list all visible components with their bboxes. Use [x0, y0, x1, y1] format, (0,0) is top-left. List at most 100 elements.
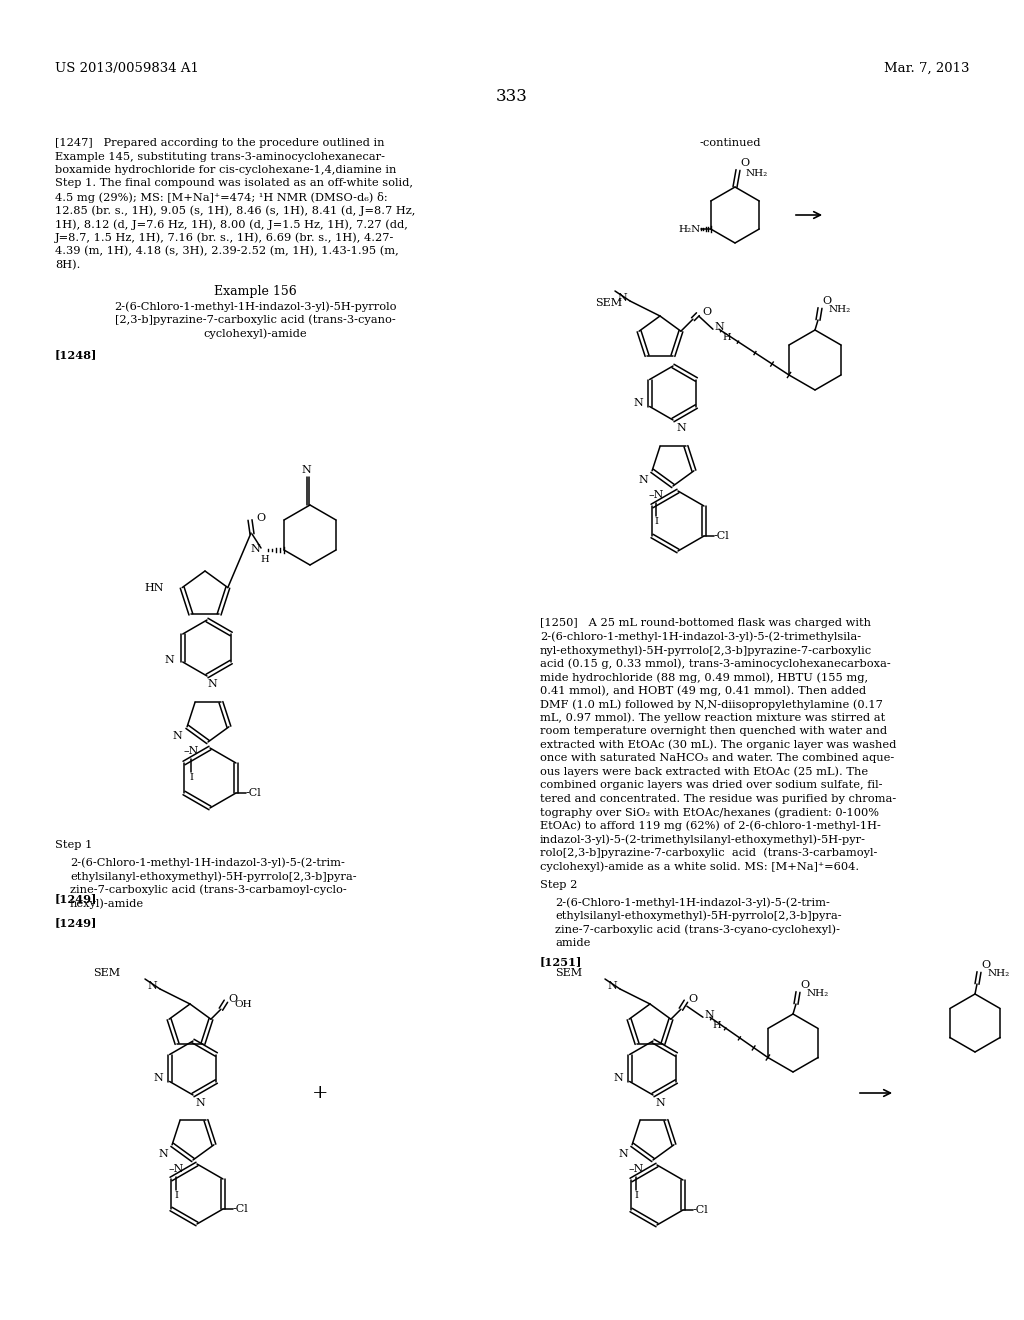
Text: O: O	[981, 960, 990, 970]
Text: [1250]   A 25 mL round-bottomed flask was charged with: [1250] A 25 mL round-bottomed flask was …	[540, 618, 871, 628]
Text: extracted with EtOAc (30 mL). The organic layer was washed: extracted with EtOAc (30 mL). The organi…	[540, 739, 896, 750]
Text: mL, 0.97 mmol). The yellow reaction mixture was stirred at: mL, 0.97 mmol). The yellow reaction mixt…	[540, 713, 886, 723]
Text: [1247]   Prepared according to the procedure outlined in: [1247] Prepared according to the procedu…	[55, 139, 384, 148]
Text: O: O	[701, 308, 711, 317]
Text: O: O	[822, 296, 831, 306]
Text: hexyl)-amide: hexyl)-amide	[70, 898, 144, 908]
Text: zine-7-carboxylic acid (trans-3-carbamoyl-cyclo-: zine-7-carboxylic acid (trans-3-carbamoy…	[70, 884, 347, 895]
Text: NH₂: NH₂	[988, 969, 1011, 978]
Text: ethylsilanyl-ethoxymethyl)-5H-pyrrolo[2,3-b]pyra-: ethylsilanyl-ethoxymethyl)-5H-pyrrolo[2,…	[555, 911, 842, 921]
Text: NH₂: NH₂	[807, 990, 829, 998]
Text: O: O	[228, 994, 237, 1005]
Text: +: +	[311, 1084, 329, 1102]
Text: cyclohexyl)-amide as a white solid. MS: [M+Na]⁺=604.: cyclohexyl)-amide as a white solid. MS: …	[540, 861, 859, 871]
Text: ous layers were back extracted with EtOAc (25 mL). The: ous layers were back extracted with EtOA…	[540, 767, 868, 777]
Text: Step 1: Step 1	[55, 840, 92, 850]
Text: DMF (1.0 mL) followed by N,N-diisopropylethylamine (0.17: DMF (1.0 mL) followed by N,N-diisopropyl…	[540, 700, 883, 710]
Text: amide: amide	[555, 937, 591, 948]
Text: NH₂: NH₂	[746, 169, 768, 178]
Text: N: N	[676, 422, 686, 433]
Text: Mar. 7, 2013: Mar. 7, 2013	[885, 62, 970, 75]
Text: 2-(6-Chloro-1-methyl-1H-indazol-3-yl)-5-(2-trim-: 2-(6-Chloro-1-methyl-1H-indazol-3-yl)-5-…	[555, 898, 829, 908]
Text: Step 2: Step 2	[540, 880, 578, 891]
Text: [1251]: [1251]	[540, 956, 583, 968]
Text: -Cl: -Cl	[246, 788, 262, 799]
Text: H: H	[722, 333, 730, 342]
Text: N: N	[607, 981, 617, 991]
Text: 0.41 mmol), and HOBT (49 mg, 0.41 mmol). Then added: 0.41 mmol), and HOBT (49 mg, 0.41 mmol).…	[540, 685, 866, 696]
Text: –N: –N	[168, 1164, 183, 1173]
Text: N: N	[301, 465, 311, 475]
Text: [1248]: [1248]	[55, 350, 97, 360]
Text: N: N	[655, 1098, 665, 1107]
Text: I: I	[174, 1191, 178, 1200]
Text: acid (0.15 g, 0.33 mmol), trans-3-aminocyclohexanecarboxa-: acid (0.15 g, 0.33 mmol), trans-3-aminoc…	[540, 659, 891, 669]
Text: –N: –N	[183, 746, 199, 756]
Text: N: N	[172, 731, 182, 741]
Text: cyclohexyl)-amide: cyclohexyl)-amide	[203, 327, 307, 338]
Text: 4.5 mg (29%); MS: [M+Na]⁺=474; ¹H NMR (DMSO-d₆) δ:: 4.5 mg (29%); MS: [M+Na]⁺=474; ¹H NMR (D…	[55, 191, 388, 203]
Text: H: H	[261, 554, 269, 564]
Text: once with saturated NaHCO₃ and water. The combined aque-: once with saturated NaHCO₃ and water. Th…	[540, 752, 894, 763]
Text: Example 145, substituting trans-3-aminocyclohexanecar-: Example 145, substituting trans-3-aminoc…	[55, 152, 385, 161]
Text: N: N	[147, 981, 157, 991]
Text: N: N	[617, 293, 627, 304]
Text: –N: –N	[629, 1164, 644, 1173]
Text: I: I	[189, 774, 193, 781]
Text: combined organic layers was dried over sodium sulfate, fil-: combined organic layers was dried over s…	[540, 780, 883, 789]
Text: rolo[2,3-b]pyrazine-7-carboxylic  acid  (trans-3-carbamoyl-: rolo[2,3-b]pyrazine-7-carboxylic acid (t…	[540, 847, 878, 858]
Text: HN: HN	[144, 582, 164, 593]
Text: indazol-3-yl)-5-(2-trimethylsilanyl-ethoxymethyl)-5H-pyr-: indazol-3-yl)-5-(2-trimethylsilanyl-etho…	[540, 834, 866, 845]
Text: EtOAc) to afford 119 mg (62%) of 2-(6-chloro-1-methyl-1H-: EtOAc) to afford 119 mg (62%) of 2-(6-ch…	[540, 821, 881, 832]
Text: 333: 333	[496, 88, 528, 106]
Text: N: N	[196, 1098, 205, 1107]
Text: -Cl: -Cl	[714, 531, 730, 541]
Text: 2-(6-Chloro-1-methyl-1H-indazol-3-yl)-5H-pyrrolo: 2-(6-Chloro-1-methyl-1H-indazol-3-yl)-5H…	[114, 301, 396, 312]
Text: room temperature overnight then quenched with water and: room temperature overnight then quenched…	[540, 726, 887, 737]
Text: N: N	[164, 655, 174, 665]
Text: O: O	[800, 979, 809, 990]
Text: Step 1. The final compound was isolated as an off-white solid,: Step 1. The final compound was isolated …	[55, 178, 413, 189]
Text: -Cl: -Cl	[693, 1205, 709, 1214]
Text: N: N	[638, 475, 648, 484]
Text: Example 156: Example 156	[214, 285, 296, 298]
Text: I: I	[634, 1191, 638, 1200]
Text: 2-(6-Chloro-1-methyl-1H-indazol-3-yl)-5-(2-trim-: 2-(6-Chloro-1-methyl-1H-indazol-3-yl)-5-…	[70, 858, 345, 869]
Text: tography over SiO₂ with EtOAc/hexanes (gradient: 0-100%: tography over SiO₂ with EtOAc/hexanes (g…	[540, 807, 879, 817]
Text: boxamide hydrochloride for cis-cyclohexane-1,4,diamine in: boxamide hydrochloride for cis-cyclohexa…	[55, 165, 396, 176]
Text: 2-(6-chloro-1-methyl-1H-indazol-3-yl)-5-(2-trimethylsila-: 2-(6-chloro-1-methyl-1H-indazol-3-yl)-5-…	[540, 631, 861, 642]
Text: H: H	[712, 1022, 721, 1030]
Text: [1249]: [1249]	[55, 894, 97, 904]
Text: mide hydrochloride (88 mg, 0.49 mmol), HBTU (155 mg,: mide hydrochloride (88 mg, 0.49 mmol), H…	[540, 672, 868, 682]
Text: N: N	[618, 1148, 628, 1159]
Text: [2,3-b]pyrazine-7-carboxylic acid (trans-3-cyano-: [2,3-b]pyrazine-7-carboxylic acid (trans…	[115, 314, 395, 325]
Text: O: O	[256, 513, 265, 523]
Text: -continued: -continued	[700, 139, 762, 148]
Text: OH: OH	[233, 999, 252, 1008]
Text: [1249]: [1249]	[55, 917, 97, 928]
Text: SEM: SEM	[555, 968, 582, 978]
Text: J=8.7, 1.5 Hz, 1H), 7.16 (br. s., 1H), 6.69 (br. s., 1H), 4.27-: J=8.7, 1.5 Hz, 1H), 7.16 (br. s., 1H), 6…	[55, 232, 394, 243]
Text: N: N	[250, 544, 260, 554]
Text: SEM: SEM	[93, 968, 120, 978]
Text: 8H).: 8H).	[55, 260, 80, 269]
Text: N: N	[715, 322, 725, 333]
Text: nyl-ethoxymethyl)-5H-pyrrolo[2,3-b]pyrazine-7-carboxylic: nyl-ethoxymethyl)-5H-pyrrolo[2,3-b]pyraz…	[540, 645, 872, 656]
Text: 1H), 8.12 (d, J=7.6 Hz, 1H), 8.00 (d, J=1.5 Hz, 1H), 7.27 (dd,: 1H), 8.12 (d, J=7.6 Hz, 1H), 8.00 (d, J=…	[55, 219, 408, 230]
Text: NH₂: NH₂	[829, 305, 851, 314]
Text: O: O	[688, 994, 697, 1005]
Text: SEM: SEM	[595, 298, 623, 308]
Text: O: O	[740, 158, 750, 168]
Text: N: N	[633, 399, 643, 408]
Text: H₂N: H₂N	[679, 224, 700, 234]
Text: I: I	[654, 517, 658, 525]
Text: N: N	[207, 678, 217, 689]
Text: –N: –N	[648, 490, 664, 500]
Text: N: N	[159, 1148, 168, 1159]
Text: -Cl: -Cl	[233, 1204, 249, 1214]
Text: N: N	[705, 1010, 715, 1020]
Text: US 2013/0059834 A1: US 2013/0059834 A1	[55, 62, 199, 75]
Text: 12.85 (br. s., 1H), 9.05 (s, 1H), 8.46 (s, 1H), 8.41 (d, J=8.7 Hz,: 12.85 (br. s., 1H), 9.05 (s, 1H), 8.46 (…	[55, 206, 416, 216]
Text: N: N	[613, 1073, 623, 1082]
Text: 4.39 (m, 1H), 4.18 (s, 3H), 2.39-2.52 (m, 1H), 1.43-1.95 (m,: 4.39 (m, 1H), 4.18 (s, 3H), 2.39-2.52 (m…	[55, 246, 398, 256]
